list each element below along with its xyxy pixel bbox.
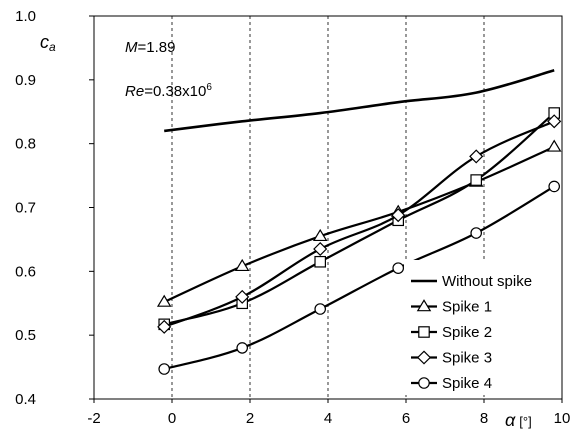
series-line	[163, 185, 555, 371]
data-point	[418, 326, 430, 338]
x-tick-label: 8	[480, 410, 488, 427]
x-tick-label: 6	[402, 410, 410, 427]
y-tick-label: 0.9	[15, 72, 36, 89]
data-point	[314, 255, 326, 268]
data-point	[312, 228, 328, 242]
series-line	[163, 120, 555, 328]
y-tick-label: 0.7	[15, 200, 36, 217]
legend-label: Spike 2	[442, 324, 492, 341]
data-point	[416, 350, 432, 365]
series-layer	[156, 69, 562, 375]
data-point	[156, 294, 172, 307]
data-point	[157, 319, 172, 334]
legend-label: Spike 3	[442, 350, 492, 367]
data-point	[548, 180, 560, 193]
data-point	[470, 227, 482, 239]
mach-annotation: M=1.89	[125, 39, 175, 56]
data-point	[546, 139, 562, 152]
legend: Without spike Spike 1 Spike 2 Spike 3 Spike …	[404, 260, 560, 395]
x-tick-label: -2	[87, 410, 100, 427]
data-point	[314, 303, 326, 315]
data-point	[470, 174, 482, 186]
y-tick-label: 0.4	[15, 391, 36, 408]
x-tick-label: 2	[246, 410, 254, 427]
legend-item: Spike 2	[411, 324, 492, 341]
x-tick-label: 0	[168, 410, 176, 427]
y-tick-label: 1.0	[15, 8, 36, 25]
data-point	[158, 363, 170, 375]
y-axis-label: ca	[40, 32, 56, 54]
axes	[89, 15, 563, 403]
x-tick-label: 10	[554, 410, 571, 427]
data-point	[416, 299, 432, 312]
data-point	[547, 114, 562, 129]
data-point	[391, 208, 406, 223]
data-point	[313, 241, 328, 257]
x-axis-label: α [°]	[505, 410, 532, 430]
series-4	[157, 114, 562, 334]
legend-box	[404, 260, 560, 395]
legend-item: Spike 1	[411, 299, 492, 316]
y-tick-label: 0.6	[15, 263, 36, 280]
series-line	[163, 112, 555, 326]
series-1	[164, 69, 555, 133]
data-point	[469, 149, 484, 164]
y-tick-label: 0.5	[15, 327, 36, 344]
x-tick-label: 4	[324, 410, 332, 427]
data-point	[392, 262, 404, 274]
legend-item: Without spike	[411, 273, 532, 290]
reynolds-annotation: Re=0.38x106	[125, 82, 212, 100]
data-point	[236, 342, 248, 354]
data-point	[235, 289, 250, 304]
tick-labels: -2 0 2 4 6 8 10 0.4 0.5 0.6 0.7 0.8 0.9 1.0	[15, 8, 570, 427]
legend-label: Without spike	[442, 273, 532, 290]
series-line	[163, 145, 555, 303]
data-point	[234, 258, 250, 272]
series-line	[164, 69, 555, 133]
y-tick-label: 0.8	[15, 136, 36, 153]
legend-item: Spike 3	[411, 350, 492, 367]
series-5	[158, 180, 560, 375]
legend-label: Spike 4	[442, 375, 492, 392]
data-point	[418, 377, 430, 389]
legend-label: Spike 1	[442, 299, 492, 316]
legend-item: Spike 4	[411, 375, 492, 392]
